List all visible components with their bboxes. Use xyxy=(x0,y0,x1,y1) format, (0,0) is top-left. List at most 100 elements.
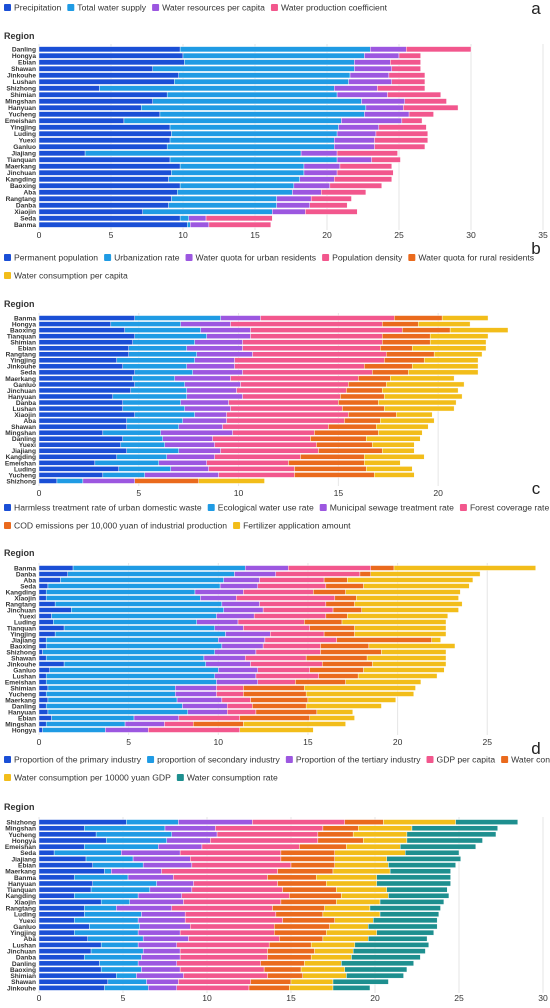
legend-label: Permanent population xyxy=(14,253,98,263)
bar-segment xyxy=(124,721,165,727)
bar-segment xyxy=(336,130,377,137)
bar-segment xyxy=(38,985,105,991)
bar-segment xyxy=(38,661,65,667)
bar-segment xyxy=(72,565,246,571)
bar-segment xyxy=(38,442,122,448)
category-label: Maerkang xyxy=(5,164,36,171)
bar-segment xyxy=(214,454,301,460)
bars xyxy=(38,46,472,228)
bar-segment xyxy=(305,703,382,709)
bar-segment xyxy=(216,685,244,691)
category-label: Shawan xyxy=(11,66,36,73)
bar-segment xyxy=(262,643,321,649)
category-label: Shizhong xyxy=(6,478,36,485)
bar-segment xyxy=(100,942,139,948)
bar-segment xyxy=(128,351,197,357)
axis-title: Region xyxy=(4,299,35,309)
x-tick-label: 0 xyxy=(37,737,42,747)
bar-segment xyxy=(316,442,373,448)
bar-segment xyxy=(391,65,421,72)
bar-segment xyxy=(158,460,207,466)
bar-segment xyxy=(322,825,359,831)
bar-segment xyxy=(376,423,429,430)
bar-segment xyxy=(132,339,195,345)
bar-segment xyxy=(214,673,257,679)
category-label: Maerkang xyxy=(5,376,36,383)
bar-segment xyxy=(260,315,395,321)
category-label: Jinkouhe xyxy=(7,73,36,80)
bar-segment xyxy=(181,893,290,899)
x-tick-label: 10 xyxy=(234,488,244,498)
x-tick-label: 0 xyxy=(37,230,42,240)
category-label: Hanyuan xyxy=(8,709,36,716)
category-label: Hanyuan xyxy=(8,881,36,888)
bar-segment xyxy=(92,862,144,868)
bar-segment xyxy=(38,911,85,917)
bar-segment xyxy=(38,837,107,844)
x-tick-label: 25 xyxy=(454,993,464,1003)
axis-title: Region xyxy=(4,548,35,558)
bar-segment xyxy=(170,466,209,472)
bar-segment xyxy=(342,405,385,412)
bar-segment xyxy=(176,942,270,948)
bar-segment xyxy=(348,78,393,85)
bar-segment xyxy=(176,960,261,967)
bar-segment xyxy=(110,321,181,327)
bar-segment xyxy=(180,321,231,327)
bar-segment xyxy=(225,631,271,637)
bar-segment xyxy=(38,124,171,131)
bar-segment xyxy=(74,893,139,899)
bar-segment xyxy=(365,104,404,111)
bar-segment xyxy=(141,911,186,917)
bar-segment xyxy=(388,893,450,899)
bar-segment xyxy=(198,478,265,484)
bar-segment xyxy=(51,715,135,721)
bar-segment xyxy=(38,880,93,887)
legend-label: Population density xyxy=(332,253,403,263)
bar-segment xyxy=(237,619,305,625)
bar-segment xyxy=(304,619,343,625)
bar-segment xyxy=(309,715,355,721)
bar-segment xyxy=(45,637,219,643)
bar-segment xyxy=(38,721,47,727)
bar-segment xyxy=(38,189,178,196)
bar-segment xyxy=(38,825,85,831)
bar-segment xyxy=(406,837,483,844)
bar-segment xyxy=(277,880,327,887)
bar-segment xyxy=(38,966,102,973)
legend-swatch xyxy=(233,522,241,529)
bar-segment xyxy=(316,709,353,715)
bar-segment xyxy=(38,454,118,460)
bar-segment xyxy=(182,417,227,424)
bar-segment xyxy=(47,697,178,703)
bar-segment xyxy=(289,985,334,991)
x-tick-label: 20 xyxy=(433,488,443,498)
bar-segment xyxy=(344,417,381,424)
bar-segment xyxy=(142,208,273,215)
x-tick-label: 15 xyxy=(334,488,344,498)
bar-segment xyxy=(282,886,337,893)
bar-segment xyxy=(158,843,203,850)
bar-segment xyxy=(187,221,191,228)
bar-segment xyxy=(189,923,275,930)
bar-segment xyxy=(171,195,277,202)
bar-segment xyxy=(402,327,451,333)
category-label: Jinchuan xyxy=(7,170,36,177)
bar-segment xyxy=(441,315,489,321)
bar-segment xyxy=(45,595,201,601)
bar-segment xyxy=(329,923,369,930)
bar-segment xyxy=(257,583,327,589)
bar-segment xyxy=(38,156,171,163)
bar-segment xyxy=(148,727,241,733)
bar-segment xyxy=(288,565,371,571)
bar-segment xyxy=(47,685,176,691)
bar-segment xyxy=(370,571,481,577)
bar-segment xyxy=(382,448,415,454)
bar-segment xyxy=(243,589,314,595)
legend-label: Proportion of the tertiary industry xyxy=(296,755,421,765)
category-label: Ganluo xyxy=(13,382,36,389)
bar-segment xyxy=(361,607,459,613)
bar-segment xyxy=(38,643,47,649)
bar-segment xyxy=(49,667,219,673)
legend-swatch xyxy=(459,504,467,511)
